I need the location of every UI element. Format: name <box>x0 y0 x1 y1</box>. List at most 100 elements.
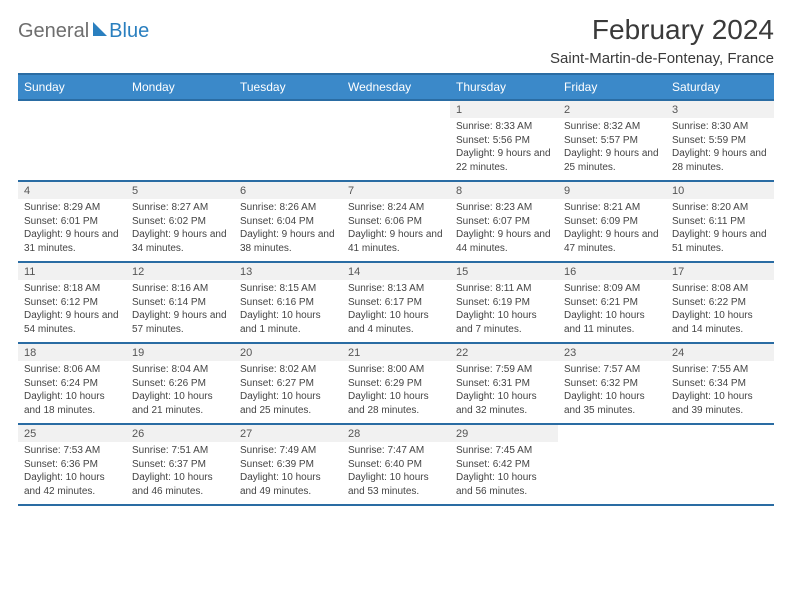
sunset-line: Sunset: 6:12 PM <box>24 296 120 310</box>
day-number-cell: 6 <box>234 181 342 199</box>
day-info-cell: Sunrise: 7:47 AMSunset: 6:40 PMDaylight:… <box>342 442 450 504</box>
sunrise-line: Sunrise: 8:04 AM <box>132 363 228 377</box>
dayinfo-row: Sunrise: 8:06 AMSunset: 6:24 PMDaylight:… <box>18 361 774 424</box>
sunrise-line: Sunrise: 8:24 AM <box>348 201 444 215</box>
sunset-line: Sunset: 6:37 PM <box>132 458 228 472</box>
sunset-line: Sunset: 6:07 PM <box>456 215 552 229</box>
sunset-line: Sunset: 6:39 PM <box>240 458 336 472</box>
daylight-line: Daylight: 10 hours and 14 minutes. <box>672 309 768 336</box>
sunset-line: Sunset: 5:57 PM <box>564 134 660 148</box>
day-number-cell: 5 <box>126 181 234 199</box>
day-number-cell: 8 <box>450 181 558 199</box>
day-info-cell <box>342 118 450 181</box>
day-number-cell: 10 <box>666 181 774 199</box>
sunset-line: Sunset: 6:01 PM <box>24 215 120 229</box>
day-number-cell: 12 <box>126 262 234 280</box>
sunset-line: Sunset: 6:06 PM <box>348 215 444 229</box>
day-info-cell: Sunrise: 8:02 AMSunset: 6:27 PMDaylight:… <box>234 361 342 424</box>
sunrise-line: Sunrise: 8:08 AM <box>672 282 768 296</box>
day-number-cell <box>126 100 234 118</box>
day-info-cell: Sunrise: 7:55 AMSunset: 6:34 PMDaylight:… <box>666 361 774 424</box>
sunset-line: Sunset: 6:40 PM <box>348 458 444 472</box>
day-info-cell: Sunrise: 8:06 AMSunset: 6:24 PMDaylight:… <box>18 361 126 424</box>
sunrise-line: Sunrise: 7:51 AM <box>132 444 228 458</box>
sunset-line: Sunset: 6:31 PM <box>456 377 552 391</box>
daylight-line: Daylight: 9 hours and 44 minutes. <box>456 228 552 255</box>
day-info-cell: Sunrise: 8:27 AMSunset: 6:02 PMDaylight:… <box>126 199 234 262</box>
day-number-cell: 9 <box>558 181 666 199</box>
day-info-cell: Sunrise: 8:23 AMSunset: 6:07 PMDaylight:… <box>450 199 558 262</box>
day-info-cell <box>18 118 126 181</box>
sunset-line: Sunset: 6:21 PM <box>564 296 660 310</box>
day-number-cell: 19 <box>126 343 234 361</box>
daynum-row: 2526272829 <box>18 424 774 442</box>
sunset-line: Sunset: 5:59 PM <box>672 134 768 148</box>
location-label: Saint-Martin-de-Fontenay, France <box>550 50 774 67</box>
day-info-cell: Sunrise: 8:32 AMSunset: 5:57 PMDaylight:… <box>558 118 666 181</box>
calendar-page: General Blue February 2024 Saint-Martin-… <box>0 0 792 520</box>
sunrise-line: Sunrise: 8:27 AM <box>132 201 228 215</box>
sunrise-line: Sunrise: 8:23 AM <box>456 201 552 215</box>
day-number-cell <box>234 100 342 118</box>
dayinfo-row: Sunrise: 8:18 AMSunset: 6:12 PM Daylight:… <box>18 280 774 343</box>
daylight-line: Daylight: 10 hours and 35 minutes. <box>564 390 660 417</box>
sunrise-line: Sunrise: 7:57 AM <box>564 363 660 377</box>
day-number-cell: 24 <box>666 343 774 361</box>
daylight-line: Daylight: 10 hours and 39 minutes. <box>672 390 768 417</box>
sunrise-line: Sunrise: 8:18 AM <box>24 282 120 296</box>
daylight-line: Daylight: 10 hours and 7 minutes. <box>456 309 552 336</box>
daynum-row: 18192021222324 <box>18 343 774 361</box>
day-info-cell: Sunrise: 8:20 AMSunset: 6:11 PMDaylight:… <box>666 199 774 262</box>
daylight-line: Daylight: 9 hours and 41 minutes. <box>348 228 444 255</box>
daylight-line: Daylight: 10 hours and 53 minutes. <box>348 471 444 498</box>
day-info-cell: Sunrise: 8:08 AMSunset: 6:22 PMDaylight:… <box>666 280 774 343</box>
sunset-line: Sunset: 6:09 PM <box>564 215 660 229</box>
day-info-cell: Sunrise: 8:18 AMSunset: 6:12 PMDaylight:… <box>18 280 126 343</box>
day-number-cell: 1 <box>450 100 558 118</box>
sunrise-line: Sunrise: 8:29 AM <box>24 201 120 215</box>
daynum-row: 11121314151617 <box>18 262 774 280</box>
daylight-line: Daylight: 9 hours and 22 minutes. <box>456 147 552 174</box>
brand-triangle-icon <box>93 22 107 36</box>
sunset-line: Sunset: 5:56 PM <box>456 134 552 148</box>
day-number-cell: 23 <box>558 343 666 361</box>
brand-word2: Blue <box>109 20 149 43</box>
day-info-cell: Sunrise: 8:11 AMSunset: 6:19 PMDaylight:… <box>450 280 558 343</box>
daylight-line: Daylight: 9 hours and 38 minutes. <box>240 228 336 255</box>
header: General Blue February 2024 Saint-Martin-… <box>18 14 774 67</box>
daylight-line: Daylight: 9 hours and 31 minutes. <box>24 228 120 255</box>
day-info-cell: Sunrise: 7:59 AMSunset: 6:31 PMDaylight:… <box>450 361 558 424</box>
day-info-cell: Sunrise: 7:57 AMSunset: 6:32 PMDaylight:… <box>558 361 666 424</box>
daylight-line: Daylight: 10 hours and 42 minutes. <box>24 471 120 498</box>
sunset-line: Sunset: 6:42 PM <box>456 458 552 472</box>
weekday-header-row: SundayMondayTuesdayWednesdayThursdayFrid… <box>18 74 774 100</box>
day-number-cell: 3 <box>666 100 774 118</box>
day-info-cell: Sunrise: 8:21 AMSunset: 6:09 PMDaylight:… <box>558 199 666 262</box>
day-info-cell: Sunrise: 8:09 AMSunset: 6:21 PMDaylight:… <box>558 280 666 343</box>
day-info-cell: Sunrise: 7:45 AMSunset: 6:42 PMDaylight:… <box>450 442 558 504</box>
dayinfo-row: Sunrise: 7:53 AMSunset: 6:36 PMDaylight:… <box>18 442 774 504</box>
day-info-cell: Sunrise: 8:13 AMSunset: 6:17 PMDaylight:… <box>342 280 450 343</box>
day-number-cell: 22 <box>450 343 558 361</box>
daylight-line: Daylight: 9 hours and 28 minutes. <box>672 147 768 174</box>
day-info-cell <box>558 442 666 504</box>
daylight-line: Daylight: 10 hours and 32 minutes. <box>456 390 552 417</box>
month-title: February 2024 <box>550 14 774 46</box>
sunset-line: Sunset: 6:22 PM <box>672 296 768 310</box>
day-info-cell: Sunrise: 7:53 AMSunset: 6:36 PMDaylight:… <box>18 442 126 504</box>
sunset-line: Sunset: 6:19 PM <box>456 296 552 310</box>
day-number-cell: 26 <box>126 424 234 442</box>
daylight-line: Daylight: 10 hours and 25 minutes. <box>240 390 336 417</box>
day-number-cell: 11 <box>18 262 126 280</box>
daylight-line: Daylight: 10 hours and 21 minutes. <box>132 390 228 417</box>
daylight-line: Daylight: 10 hours and 11 minutes. <box>564 309 660 336</box>
day-number-cell: 14 <box>342 262 450 280</box>
sunset-line: Sunset: 6:24 PM <box>24 377 120 391</box>
day-info-cell: Sunrise: 8:29 AMSunset: 6:01 PMDaylight:… <box>18 199 126 262</box>
daylight-line: Daylight: 10 hours and 28 minutes. <box>348 390 444 417</box>
sunset-line: Sunset: 6:11 PM <box>672 215 768 229</box>
daylight-line: Daylight: 9 hours and 25 minutes. <box>564 147 660 174</box>
day-info-cell: Sunrise: 8:04 AMSunset: 6:26 PMDaylight:… <box>126 361 234 424</box>
dayinfo-row: Sunrise: 8:33 AMSunset: 5:56 PMDaylight:… <box>18 118 774 181</box>
sunset-line: Sunset: 6:26 PM <box>132 377 228 391</box>
